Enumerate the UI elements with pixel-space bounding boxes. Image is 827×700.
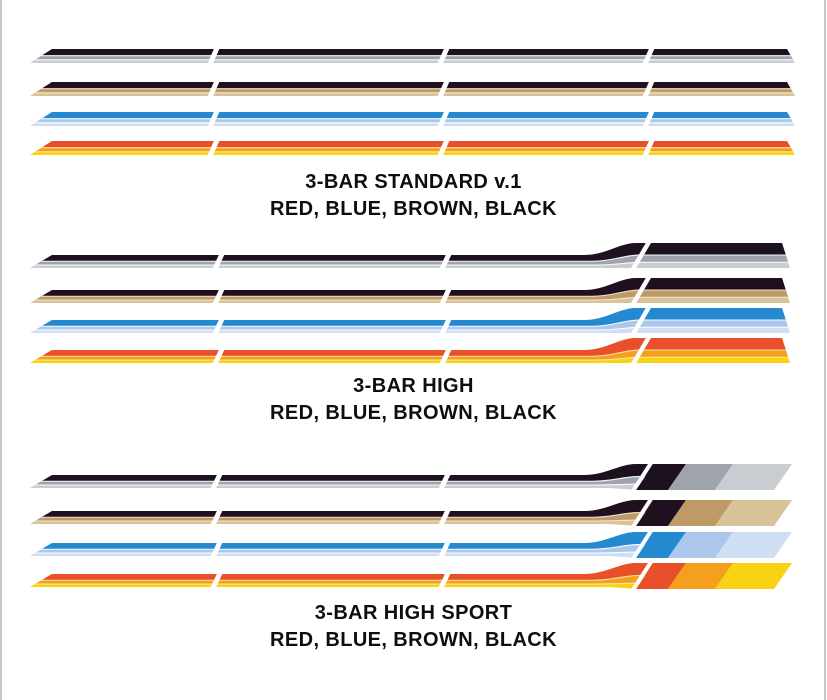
stripe-high-black-gap-3: [631, 240, 651, 271]
stripe-high_sport-black-separator-1: [41, 475, 640, 482]
stripe-high_sport-blue-bar2: [35, 532, 655, 554]
stripe-high_sport-blue-bar1: [41, 532, 654, 550]
stripe-high_sport-black-gap-2: [438, 472, 451, 491]
stripe-high_sport-red-rear-block1: [636, 563, 686, 589]
stripe-standard-black-gap-2: [437, 46, 450, 66]
high-sport-title: 3-BAR HIGH SPORT: [314, 602, 513, 624]
stripe-high-blue-gap-3: [631, 305, 651, 336]
stripe-high_sport-red-gap-1: [210, 571, 223, 590]
stripe-standard-blue-gap-2: [437, 109, 450, 129]
stripe-high-black-gap-1: [212, 252, 225, 271]
stripe-high-red-gap-2: [439, 347, 452, 366]
stripe-standard-brown-gap-3: [642, 79, 655, 99]
stripe-standard-black-gap-1: [207, 46, 220, 66]
stripe-high_sport-red-separator-1: [41, 574, 640, 581]
stripe-high_sport-red-rear-block3: [715, 563, 792, 589]
stripe-standard-red-gap-3: [642, 138, 655, 158]
stripe-standard-black-gap-3: [642, 46, 655, 66]
standard-title: 3-BAR STANDARD v.1: [305, 171, 522, 193]
stripe-high_sport-blue-gap-3: [631, 529, 653, 561]
page-edge-right: [824, 0, 826, 700]
stripe-high_sport-red-bar2: [35, 563, 655, 585]
stripe-high-blue-gap-1: [212, 317, 225, 336]
page-edge-left: [0, 0, 2, 700]
stripe-high_sport-black-rear-block1: [636, 464, 686, 490]
stripe-high_sport-black-gap-1: [210, 472, 223, 491]
stripe-high_sport-red-rear-block2: [668, 563, 733, 589]
stripe-high_sport-blue-separator-1: [41, 543, 640, 550]
stripe-high_sport-black-gap-3: [631, 461, 653, 493]
stripe-high_sport-black-bar2: [35, 464, 655, 486]
stripe-high-blue-bar1: [41, 308, 786, 327]
stripe-high_sport-red-gap-3: [631, 560, 653, 592]
stripe-high_sport-blue-gap-2: [438, 540, 451, 559]
stripe-high_sport-blue-gap-1: [210, 540, 223, 559]
stripe-standard-red-gap-1: [207, 138, 220, 158]
stripe-high_sport-brown-gap-1: [210, 508, 223, 527]
stripe-high-brown-bar1: [41, 278, 786, 297]
stripe-high-black-bar1: [41, 243, 786, 262]
stripe-high-brown-separator-2: [35, 296, 789, 301]
stripe-high-black-separator-2: [35, 261, 789, 266]
stripe-high_sport-black-rear-block2: [668, 464, 733, 490]
standard-subtitle: RED, BLUE, BROWN, BLACK: [270, 198, 557, 220]
high-subtitle: RED, BLUE, BROWN, BLACK: [270, 402, 557, 424]
stripe-high_sport-red-bar1: [41, 563, 654, 581]
stripe-high_sport-brown-rear-block3: [715, 500, 792, 526]
stripe-high_sport-brown-bar2: [35, 500, 655, 522]
high-title: 3-BAR HIGH: [353, 375, 474, 397]
stripe-high_sport-blue-rear-block3: [715, 532, 792, 558]
stripe-high_sport-brown-rear-block1: [636, 500, 686, 526]
stripe-high_sport-blue-rear-block2: [668, 532, 733, 558]
stripe-standard-brown-bar1: [41, 82, 791, 89]
stripe-high_sport-brown-bar1: [41, 500, 654, 518]
stripe-standard-blue-gap-1: [207, 109, 220, 129]
high-sport-subtitle: RED, BLUE, BROWN, BLACK: [270, 629, 557, 651]
stripe-high-red-bar1: [41, 338, 786, 357]
stripe-standard-brown-gap-1: [207, 79, 220, 99]
stripe-high_sport-blue-rear-block1: [636, 532, 686, 558]
stripe-standard-red-gap-2: [437, 138, 450, 158]
stripe-high-red-gap-1: [212, 347, 225, 366]
stripe-standard-blue-bar1: [41, 112, 791, 119]
stripe-high-red-separator-2: [35, 356, 789, 361]
stripe-high-brown-gap-2: [439, 287, 452, 306]
stripe-standard-blue-gap-3: [642, 109, 655, 129]
stripe-high_sport-red-gap-2: [438, 571, 451, 590]
stripe-high-blue-separator-2: [35, 326, 789, 331]
stripe-high_sport-brown-separator-1: [41, 511, 640, 518]
stripe-standard-red-bar1: [41, 141, 791, 148]
stripe-high-brown-gap-1: [212, 287, 225, 306]
stripe-standard-brown-gap-2: [437, 79, 450, 99]
stripe-standard-black-bar1: [41, 49, 791, 56]
stripe-high_sport-black-bar1: [41, 464, 654, 482]
stripe-high_sport-brown-rear-block2: [668, 500, 733, 526]
stripe-high-black-gap-2: [439, 252, 452, 271]
stripe-high_sport-brown-gap-2: [438, 508, 451, 527]
stripe-high_sport-black-rear-block3: [715, 464, 792, 490]
stripe-high-blue-gap-2: [439, 317, 452, 336]
stripe-high_sport-brown-gap-3: [631, 497, 653, 529]
stripe-high-brown-gap-3: [631, 275, 651, 306]
stripe-high-red-gap-3: [631, 335, 651, 366]
